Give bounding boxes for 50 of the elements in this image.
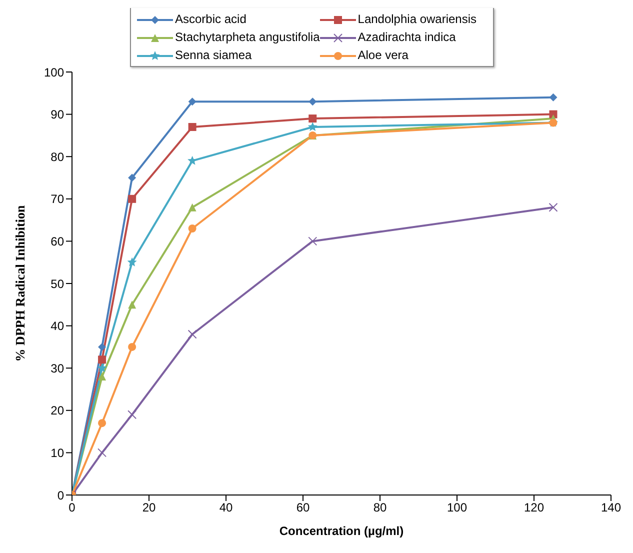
y-tick-label: 20 xyxy=(50,404,64,418)
point xyxy=(98,372,106,381)
point xyxy=(98,419,106,428)
point xyxy=(97,363,107,372)
point xyxy=(188,203,196,212)
point xyxy=(128,300,136,309)
x-tick-label: 100 xyxy=(446,500,468,515)
x-tick-label: 0 xyxy=(68,500,76,515)
point xyxy=(98,342,106,351)
x-tick-label: 80 xyxy=(373,500,387,515)
point xyxy=(188,98,196,106)
legend-label: Azadirachta indica xyxy=(358,30,456,44)
point xyxy=(128,194,136,203)
point xyxy=(128,410,137,420)
point xyxy=(128,174,136,182)
y-tick-label: 40 xyxy=(50,319,64,334)
x-tick-label: 140 xyxy=(600,500,622,515)
point xyxy=(308,98,317,106)
legend-label: Senna siamea xyxy=(175,48,252,62)
x-tick-label: 40 xyxy=(219,500,233,515)
point xyxy=(128,342,136,351)
y-tick-label: 10 xyxy=(50,446,64,460)
y-tick-label: 90 xyxy=(50,108,64,122)
y-tick-label: 70 xyxy=(50,192,64,206)
point xyxy=(548,202,558,212)
legend-label: Aloe vera xyxy=(358,48,408,62)
legend-label: Stachytarpheta angustifolia xyxy=(175,30,320,44)
point xyxy=(98,448,107,458)
y-tick-label: 50 xyxy=(50,276,64,291)
y-tick-label: 80 xyxy=(50,150,64,164)
point xyxy=(188,330,197,339)
point xyxy=(98,356,106,364)
y-axis-title: % DPPH Radical Inhibition xyxy=(12,204,28,362)
y-tick-label: 100 xyxy=(44,65,64,80)
x-axis-title: Concentration (µg/ml) xyxy=(279,524,404,538)
point xyxy=(549,93,558,102)
point xyxy=(308,236,318,246)
point xyxy=(188,224,196,233)
legend-label: Landolphia owariensis xyxy=(358,12,477,26)
x-tick-label: 60 xyxy=(296,500,310,515)
x-tick-label: 20 xyxy=(142,500,156,515)
y-tick-label: 30 xyxy=(50,361,64,376)
point xyxy=(308,114,317,123)
point xyxy=(127,257,137,266)
y-tick-label: 0 xyxy=(57,488,64,502)
x-tick-label: 120 xyxy=(524,500,544,515)
y-tick-label: 60 xyxy=(50,234,64,248)
point xyxy=(308,122,318,132)
point xyxy=(188,122,196,131)
legend-label: Ascorbic acid xyxy=(175,12,246,26)
